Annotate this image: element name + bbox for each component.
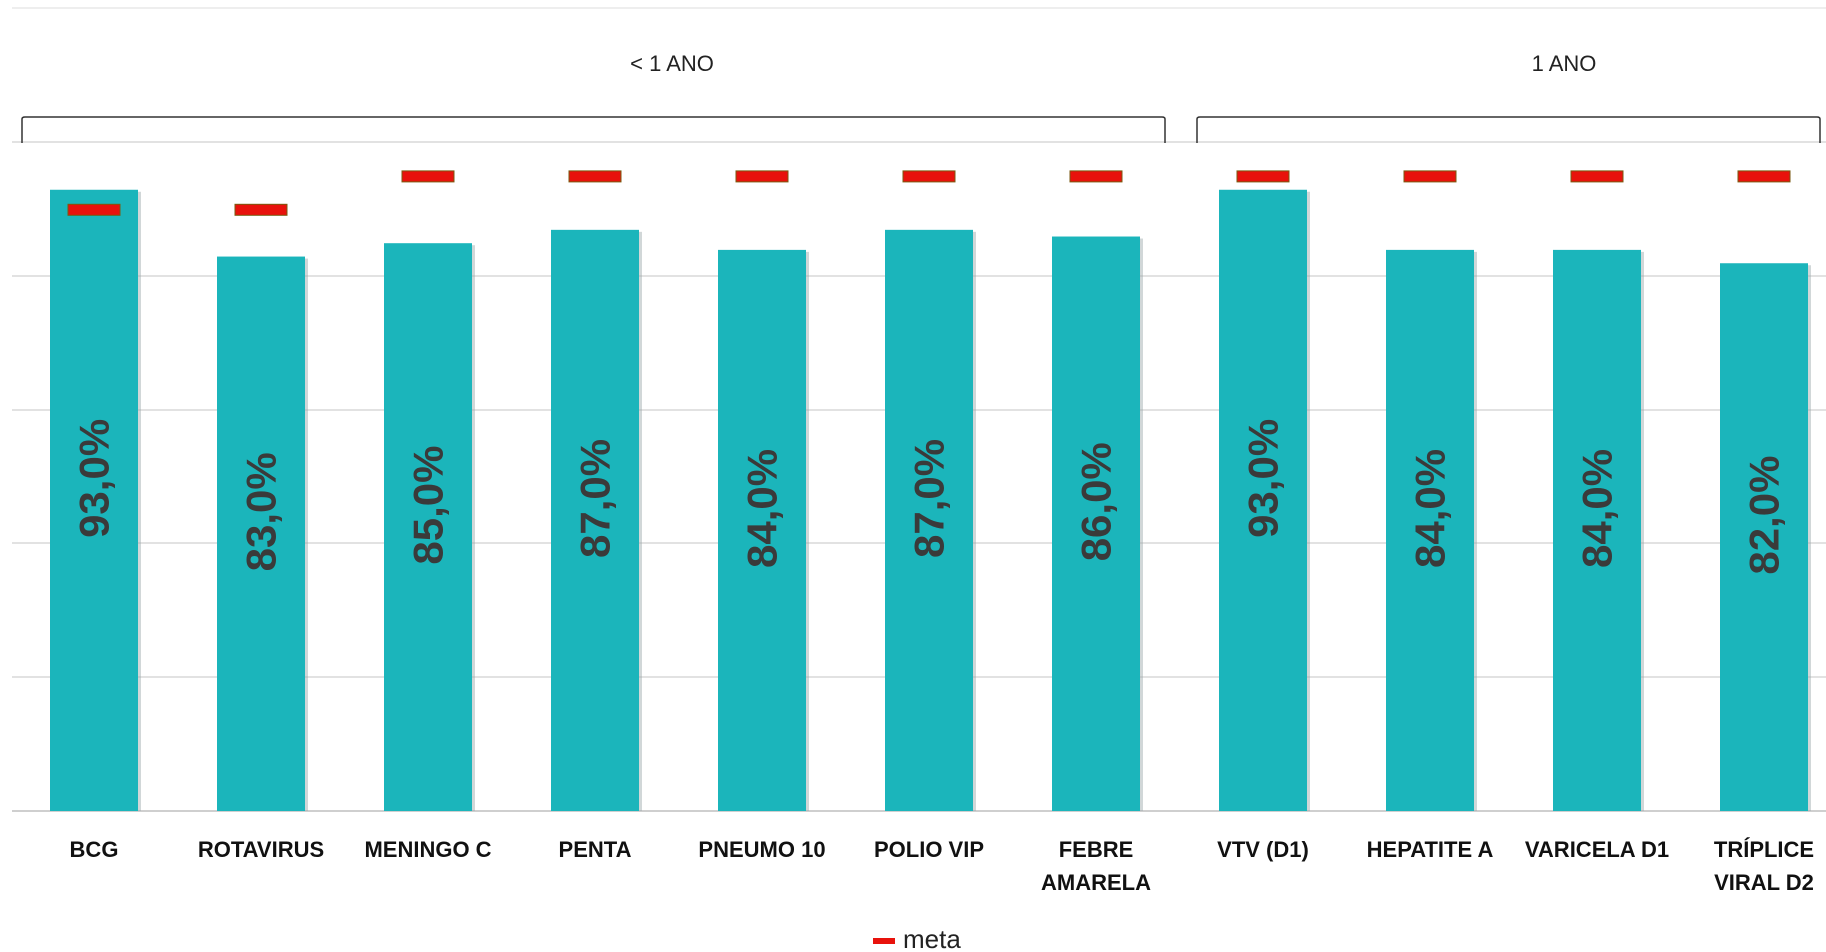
bar [718,249,806,811]
tick-label: TRÍPLICE VIRAL D2 [1714,837,1814,895]
group-bracket [1196,116,1821,143]
bar [1386,249,1474,811]
legend-meta-swatch [873,938,895,944]
meta-marker [568,170,622,183]
bar [1052,236,1140,811]
legend-meta-label: meta [903,924,961,952]
meta-markers [67,170,1791,216]
group-label: < 1 ANO [630,51,714,76]
meta-marker [902,170,956,183]
tick-label: BCG [70,837,119,862]
tick-label: FEBRE AMARELA [1041,837,1151,895]
data-label: 87,0% [572,439,619,558]
tick-label: ROTAVIRUS [198,837,324,862]
bar [551,229,639,812]
data-label: 85,0% [405,446,452,565]
bar [50,189,138,811]
value-labels: 93,0% 83,0% 85,0% 87,0% 84,0% 87,0% 86,0% 93,0%… [71,419,1788,575]
meta-marker [1403,170,1457,183]
group-label: 1 ANO [1532,51,1597,76]
tick-label: VARICELA D1 [1525,837,1669,862]
data-label: 84,0% [1407,449,1454,568]
data-label: 84,0% [739,449,786,568]
meta-marker [1737,170,1791,183]
data-label: 82,0% [1741,456,1788,575]
data-label: 93,0% [71,419,118,538]
meta-marker [735,170,789,183]
tick-label: PENTA [559,837,632,862]
tick-label: PNEUMO 10 [698,837,825,862]
bar [1720,263,1808,811]
category-labels: BCG ROTAVIRUS MENINGO C PENTA PNEUMO 10 POLIO… [70,837,1815,895]
data-label: 93,0% [1240,419,1287,538]
tick-label: HEPATITE A [1367,837,1494,862]
meta-marker [67,203,121,216]
meta-marker [401,170,455,183]
bar [384,243,472,811]
meta-marker [234,203,288,216]
data-label: 87,0% [906,439,953,558]
data-label: 86,0% [1073,442,1120,561]
meta-marker [1069,170,1123,183]
bars [50,189,1811,812]
data-label: 83,0% [238,452,285,571]
bar [885,229,973,812]
legend: meta [873,924,961,952]
tick-label: POLIO VIP [874,837,984,862]
group-bracket [21,116,1166,143]
tick-label: VTV (D1) [1217,837,1309,862]
bar [217,256,305,811]
bar [1219,189,1307,811]
category-groups: < 1 ANO 1 ANO [21,51,1821,143]
bar [1553,249,1641,811]
meta-marker [1236,170,1290,183]
tick-label: MENINGO C [364,837,491,862]
data-label: 84,0% [1574,449,1621,568]
meta-marker [1570,170,1624,183]
